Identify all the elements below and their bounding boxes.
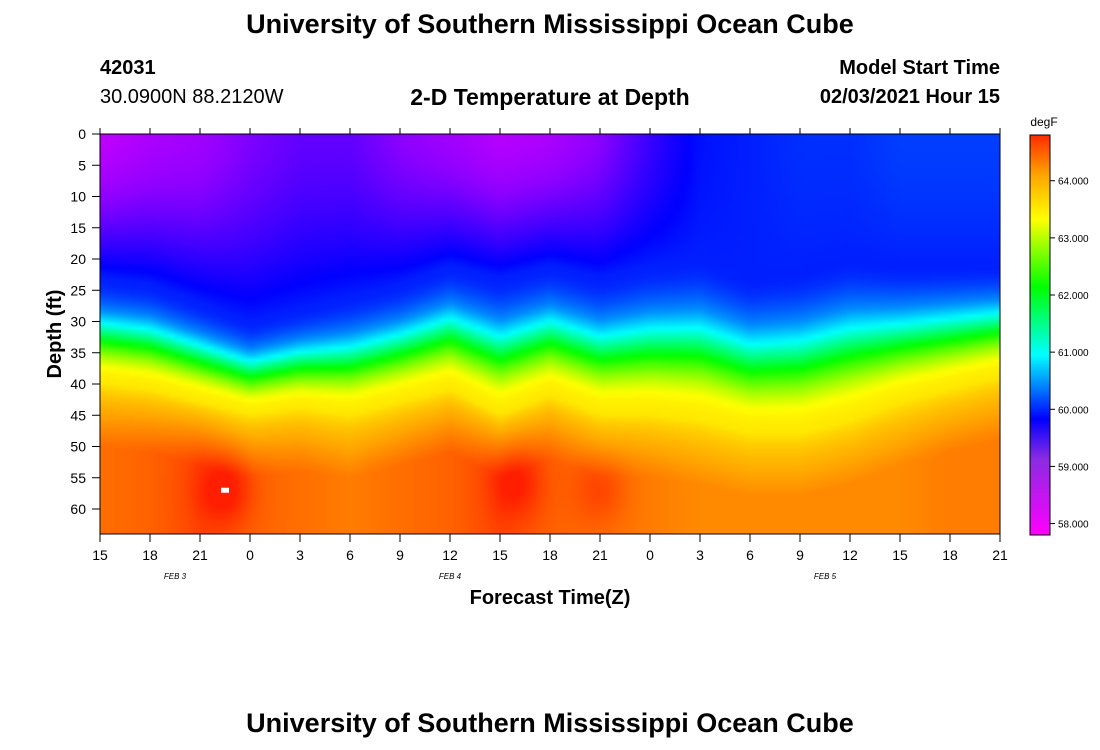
x-tick-label: 3 <box>296 547 304 563</box>
x-tick-label: 9 <box>796 547 804 563</box>
x-tick-label: 21 <box>192 547 208 563</box>
station-id: 42031 <box>100 57 156 79</box>
y-tick-label: 5 <box>78 157 86 173</box>
x-tick-label: 15 <box>892 547 908 563</box>
x-tick-label: 21 <box>992 547 1008 563</box>
footer-title: University of Southern Mississippi Ocean… <box>246 708 854 738</box>
x-tick-label: 6 <box>346 547 354 563</box>
x-tick-label: 18 <box>942 547 958 563</box>
x-tick-label: 15 <box>92 547 108 563</box>
y-tick-label: 45 <box>70 407 86 423</box>
colorbar-unit: degF <box>1030 115 1057 129</box>
colorbar-tick-label: 59.000 <box>1058 462 1089 473</box>
colorbar: degF 58.000 59.000 60.000 61.000 62.000 63.00… <box>1029 115 1089 536</box>
colorbar-tick-label: 64.000 <box>1058 177 1089 188</box>
date-label: FEB 4 <box>439 572 462 581</box>
y-tick-label: 60 <box>70 501 86 517</box>
colorbar-tick-label: 62.000 <box>1058 291 1089 302</box>
chart-title: 2-D Temperature at Depth <box>410 84 690 110</box>
x-tick-label: 3 <box>696 547 704 563</box>
y-tick-label: 50 <box>70 439 86 455</box>
x-tick-label: 15 <box>492 547 508 563</box>
date-label: FEB 3 <box>164 572 187 581</box>
y-tick-label: 15 <box>70 220 86 236</box>
colorbar-gradient <box>1029 134 1051 536</box>
x-tick-label: 6 <box>746 547 754 563</box>
temperature-heatmap-image <box>100 134 1000 534</box>
y-tick-label: 0 <box>78 126 86 142</box>
colorbar-tick-label: 63.000 <box>1058 234 1089 245</box>
x-tick-label: 18 <box>142 547 158 563</box>
y-tick-label: 35 <box>70 345 86 361</box>
y-axis-label: Depth (ft) <box>44 290 66 379</box>
model-start-time: 02/03/2021 Hour 15 <box>819 86 1000 108</box>
max-temp-marker <box>221 487 229 493</box>
station-coords: 30.0900N 88.2120W <box>100 86 284 108</box>
colorbar-tick-label: 58.000 <box>1058 520 1089 531</box>
y-tick-label: 30 <box>70 314 86 330</box>
x-tick-label: 12 <box>442 547 458 563</box>
y-tick-label: 25 <box>70 282 86 298</box>
y-tick-label: 10 <box>70 189 86 205</box>
y-tick-label: 55 <box>70 470 86 486</box>
colorbar-tick-label: 60.000 <box>1058 405 1089 416</box>
colorbar-tick-label: 61.000 <box>1058 348 1089 359</box>
y-tick-label: 40 <box>70 376 86 392</box>
x-tick-label: 18 <box>542 547 558 563</box>
y-tick-label: 20 <box>70 251 86 267</box>
x-tick-label: 0 <box>646 547 654 563</box>
x-tick-label: 0 <box>246 547 254 563</box>
date-label: FEB 5 <box>814 572 837 581</box>
x-tick-label: 9 <box>396 547 404 563</box>
x-tick-label: 21 <box>592 547 608 563</box>
heatmap-plot-area <box>100 134 1000 534</box>
page-title: University of Southern Mississippi Ocean… <box>246 9 854 39</box>
model-start-label: Model Start Time <box>839 57 1000 79</box>
x-tick-label: 12 <box>842 547 858 563</box>
x-axis-label: Forecast Time(Z) <box>470 587 631 609</box>
